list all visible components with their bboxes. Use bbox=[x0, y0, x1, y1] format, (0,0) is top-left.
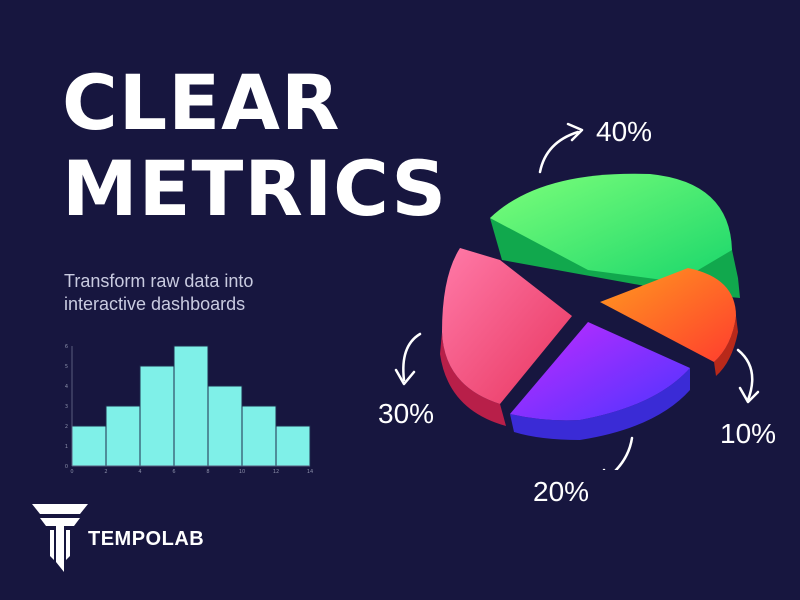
x-tick-label: 0 bbox=[70, 469, 73, 475]
pie-slice-20-side bbox=[510, 368, 690, 440]
curved-arrow-icon bbox=[736, 348, 754, 402]
headline-line-1: CLEAR bbox=[62, 58, 341, 147]
x-tick-label: 2 bbox=[104, 469, 107, 475]
brand-name: TEMPOLAB bbox=[88, 528, 205, 550]
histogram-bar bbox=[71, 425, 107, 467]
y-tick-label: 1 bbox=[65, 444, 68, 450]
pie-slice-10 bbox=[600, 268, 738, 376]
y-tick-label: 3 bbox=[65, 404, 68, 410]
pie-slice-30-top bbox=[442, 248, 572, 404]
arrow-head-icon bbox=[394, 368, 416, 386]
pie-slice-10-side bbox=[714, 316, 738, 376]
pie-label-40: 40% bbox=[596, 116, 653, 147]
histogram-bar bbox=[275, 425, 311, 467]
arrow-head-icon bbox=[566, 122, 584, 142]
x-tick-label: 10 bbox=[239, 469, 245, 475]
x-tick-label: 12 bbox=[273, 469, 279, 475]
pie-chart bbox=[394, 122, 760, 470]
pie-slice-30 bbox=[440, 248, 572, 426]
subtitle-line-2: interactive dashboards bbox=[64, 294, 246, 314]
curved-arrow-icon bbox=[614, 436, 634, 470]
x-tick-label: 14 bbox=[307, 469, 313, 475]
arrow-head-icon bbox=[738, 386, 760, 404]
histogram-bar bbox=[241, 405, 277, 467]
y-tick-label: 4 bbox=[65, 384, 68, 390]
pie-label-20: 20% bbox=[533, 476, 590, 507]
pie-label-30: 30% bbox=[378, 398, 435, 429]
histogram-bar bbox=[139, 365, 175, 467]
pie-slice-40-top bbox=[490, 173, 732, 282]
tempolab-logo-icon bbox=[32, 504, 88, 572]
pie-slice-20-top bbox=[510, 322, 690, 421]
pie-slice-10-top bbox=[600, 268, 736, 362]
x-tick-label: 6 bbox=[172, 469, 175, 475]
histogram-bar bbox=[207, 385, 243, 467]
histogram-bar bbox=[105, 405, 141, 467]
y-tick-label: 2 bbox=[65, 424, 68, 430]
pie-slice-30-side bbox=[440, 332, 506, 426]
pie-label-10: 10% bbox=[720, 418, 777, 449]
pie-slice-20 bbox=[510, 322, 690, 440]
headline-line-2: METRICS bbox=[62, 144, 448, 233]
histogram-bar bbox=[173, 345, 209, 467]
y-tick-label: 6 bbox=[65, 344, 68, 350]
y-tick-label: 5 bbox=[65, 364, 68, 370]
subtitle: Transform raw data into interactive dash… bbox=[64, 270, 253, 316]
curved-arrow-icon bbox=[402, 332, 422, 382]
y-tick-label: 0 bbox=[65, 464, 68, 470]
headline: CLEAR METRICS bbox=[62, 60, 447, 232]
x-tick-label: 8 bbox=[206, 469, 209, 475]
subtitle-line-1: Transform raw data into bbox=[64, 271, 254, 291]
curved-arrow-icon bbox=[538, 130, 580, 174]
x-tick-label: 4 bbox=[138, 469, 141, 475]
